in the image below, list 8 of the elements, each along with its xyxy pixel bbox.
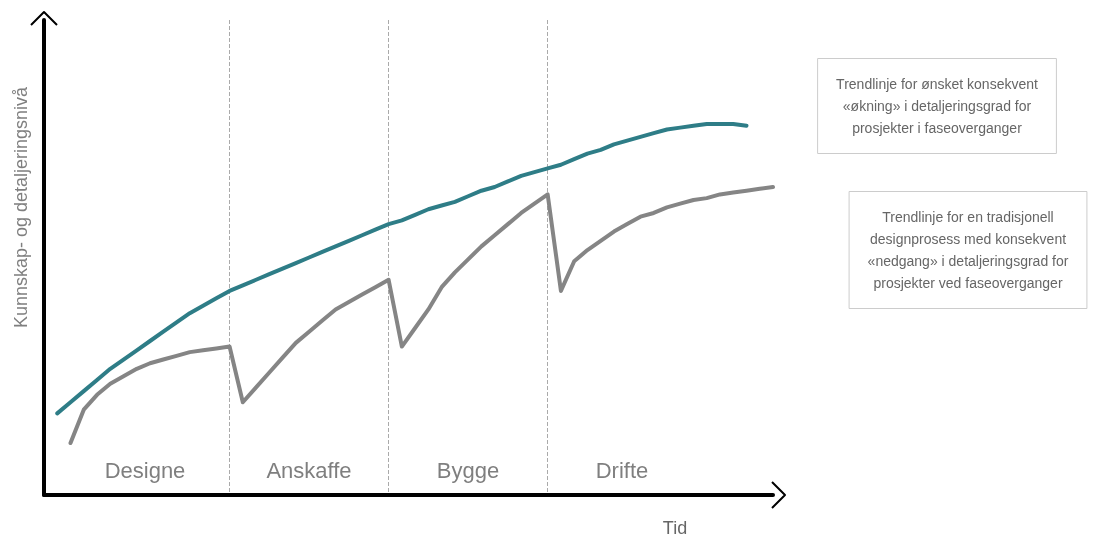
annotation: Drifte bbox=[595, 457, 649, 483]
annotation: Bygge bbox=[436, 457, 500, 483]
x-axis-title: Tid bbox=[662, 518, 688, 538]
text: Trendlinje for en tradisjonell designprosess med konsekvent «nedgang» i detaljeringsgrad for prosjekter ved faseoverganger bbox=[867, 209, 1069, 291]
annotation: Designe bbox=[104, 457, 186, 483]
y-axis-title: Kunnskap- og detaljeringsnivå bbox=[11, 85, 31, 329]
annotation: Anskaffe bbox=[266, 457, 352, 483]
text: Trendlinje for ønsket konsekvent «økning» i detaljeringsgrad for prosjekter i faseoverganger bbox=[836, 76, 1039, 136]
